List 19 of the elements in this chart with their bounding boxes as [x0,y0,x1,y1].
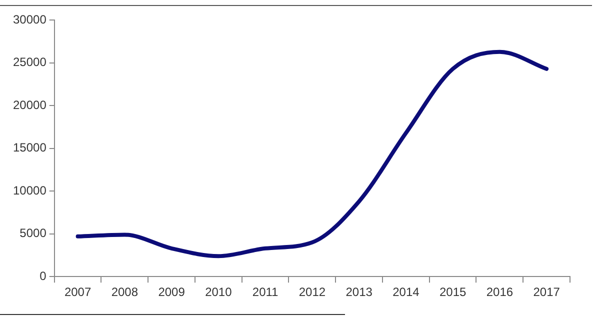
x-tick-label: 2013 [346,285,373,300]
y-tick-label: 0 [40,268,47,283]
x-tick-label: 2016 [486,285,514,300]
y-tick-label: 25000 [12,55,47,70]
x-tick-label: 2011 [252,285,279,300]
y-tick-label: 5000 [20,226,47,240]
line-series [76,50,549,258]
x-tick-label: 2009 [158,285,186,300]
y-tick-label: 30000 [12,12,47,27]
y-tick-label: 10000 [12,183,47,198]
x-tick-label: 2012 [298,285,326,300]
x-tick-label: 2015 [439,285,466,300]
x-tick-label: 2008 [111,285,138,300]
y-tick-label: 20000 [12,98,47,112]
x-tick-label: 2007 [64,285,92,300]
x-tick-label: 2014 [392,285,420,300]
y-tick-label: 15000 [12,140,47,155]
x-tick-label: 2017 [533,285,560,300]
x-tick-label: 2010 [205,285,232,300]
